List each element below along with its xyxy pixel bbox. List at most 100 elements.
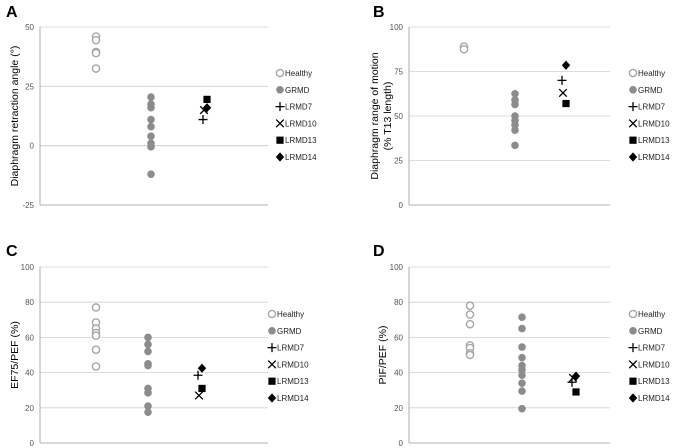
y-tick-label: 80 [25,298,34,307]
diamond-marker-shape [267,393,277,403]
diamond-marker-shape [275,152,285,162]
y-tick-label: 40 [394,369,403,378]
y-axis-title-line: (% T13 length) [382,82,394,151]
legend-label: Healthy [638,310,665,319]
legend-marker-lrmd7 [267,343,277,353]
grmd-marker-shape [518,371,526,380]
legend-marker-lrmd13 [629,136,637,144]
legend-marker-lrmd13 [629,377,637,385]
data-point-lrmd14 [197,363,207,373]
data-point-healthy [91,64,101,73]
grmd-marker-shape [511,89,519,98]
plus-marker-shape [628,102,638,112]
legend-label: LRMD10 [638,119,670,128]
plus-marker-shape [275,102,285,112]
legend-marker-grmd [268,327,276,335]
healthy-marker-shape [91,331,101,340]
legend-label: LRMD7 [638,344,666,353]
data-point-lrmd10 [194,391,204,400]
legend-marker-grmd [629,327,637,335]
legend-label: LRMD13 [638,136,670,145]
y-tick-label: 50 [25,23,34,32]
legend-marker-lrmd14 [628,393,638,403]
data-point-healthy [465,310,475,319]
grmd-marker-shape [144,408,152,417]
grmd-marker-shape [268,327,276,335]
healthy-marker-shape [465,350,475,360]
data-point-healthy [91,303,101,312]
grmd-marker-shape [518,366,526,374]
data-point-lrmd14 [561,60,571,70]
data-point-lrmd13 [562,99,570,108]
healthy-marker-shape [91,35,101,45]
grmd-marker-shape [511,141,519,150]
data-point-healthy [91,331,101,340]
data-point-grmd [147,115,155,124]
data-point-grmd [518,366,526,374]
legend-label: LRMD7 [285,103,313,112]
legend-label: GRMD [285,86,310,95]
grmd-marker-shape [144,340,152,349]
square-marker-shape [268,377,276,385]
grmd-marker-shape [518,387,526,395]
healthy-marker-shape [465,301,475,311]
legend-label: LRMD7 [277,344,305,353]
legend-label: LRMD13 [638,377,670,386]
y-tick-label: 80 [394,298,403,307]
data-point-lrmd7 [557,75,567,85]
legend-label: GRMD [277,327,302,336]
cross-marker-shape [267,360,277,369]
legend-marker-lrmd10 [628,119,638,128]
data-point-grmd [147,93,155,101]
grmd-marker-shape [144,333,152,342]
grmd-marker-shape [511,121,519,129]
grmd-marker-shape [629,86,637,94]
data-point-healthy [91,362,101,371]
legend-label: LRMD10 [285,119,317,128]
panel-letter: D [373,243,385,260]
legend-label: Healthy [277,310,304,319]
data-point-healthy [465,350,475,360]
data-point-lrmd13 [198,384,206,393]
data-point-grmd [147,143,155,151]
grmd-marker-shape [147,132,155,140]
legend-marker-lrmd14 [275,152,285,162]
data-point-grmd [147,122,155,131]
legend-label: Healthy [638,69,665,78]
data-point-healthy [91,345,101,355]
healthy-marker-shape [465,310,475,319]
healthy-marker-shape [275,68,285,78]
legend-marker-grmd [276,86,284,94]
legend: Healthy GRMD LRMD7 LRMD10 LRMD13 LRMD14 [275,68,317,162]
grmd-marker-shape [518,379,526,387]
legend-marker-healthy [628,68,638,78]
data-point-grmd [518,404,526,413]
chart-panel-b: B 0 25 50 75 100 Diaphragm range of motion(% T… [369,4,670,210]
y-tick-label: 0 [30,439,35,448]
legend-marker-lrmd7 [275,102,285,112]
legend: Healthy GRMD LRMD7 LRMD10 LRMD13 LRMD14 [628,309,670,403]
legend-label: LRMD10 [638,360,670,369]
y-tick-label: 0 [399,201,404,210]
legend-label: LRMD7 [638,103,666,112]
cross-marker-shape [275,119,285,128]
data-point-grmd [511,121,519,129]
cross-marker-shape [558,88,568,98]
plus-marker-shape [193,370,203,380]
plus-marker-shape [267,343,277,353]
healthy-marker-shape [91,362,101,371]
diamond-marker-shape [202,103,212,113]
y-tick-label: 40 [25,369,34,378]
data-point-grmd [511,89,519,98]
data-point-grmd [511,141,519,150]
grmd-marker-shape [518,343,526,351]
data-point-healthy [91,35,101,45]
data-point-lrmd7 [198,115,208,125]
healthy-marker-shape [628,309,638,319]
legend-marker-healthy [275,68,285,78]
y-axis-title: PIF/PEF (%) [377,326,389,385]
healthy-marker-shape [91,303,101,312]
chart-panel-d: D 0 20 40 60 80 100 PIF/PEF (%) Healthy GRMD LRMD7… [373,243,670,448]
data-point-grmd [511,126,519,135]
diamond-marker-shape [628,152,638,162]
